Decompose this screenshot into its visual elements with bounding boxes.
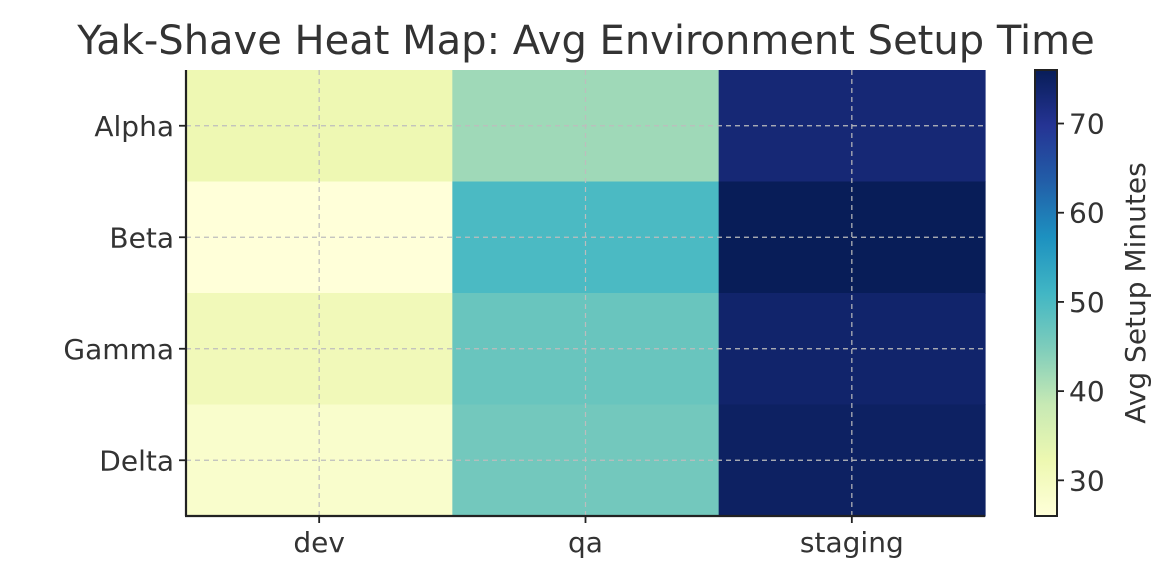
chart-title: Yak-Shave Heat Map: Avg Environment Setu… (76, 18, 1094, 64)
colorbar-tick-label: 40 (1069, 375, 1105, 408)
y-tick-label: Alpha (94, 110, 174, 143)
colorbar-tick-label: 30 (1069, 464, 1105, 497)
colorbar-tick-label: 60 (1069, 197, 1105, 230)
x-axis-ticks: dev qa staging (293, 516, 904, 559)
colorbar: 30 40 50 60 70 Avg Setup Minutes (1034, 69, 1152, 517)
colorbar-label: Avg Setup Minutes (1119, 162, 1152, 423)
colorbar-tick-label: 50 (1069, 286, 1105, 319)
colorbar-scale (1034, 69, 1058, 517)
y-tick-label: Delta (99, 444, 174, 477)
y-axis-ticks: Alpha Beta Gamma Delta (63, 110, 186, 477)
grid-lines (186, 70, 985, 516)
y-tick-label: Gamma (63, 333, 174, 366)
colorbar-tick-label: 70 (1069, 108, 1105, 141)
x-tick-label: staging (800, 526, 904, 559)
y-tick-label: Beta (109, 221, 174, 254)
x-tick-label: dev (293, 526, 345, 559)
x-tick-label: qa (568, 526, 603, 559)
